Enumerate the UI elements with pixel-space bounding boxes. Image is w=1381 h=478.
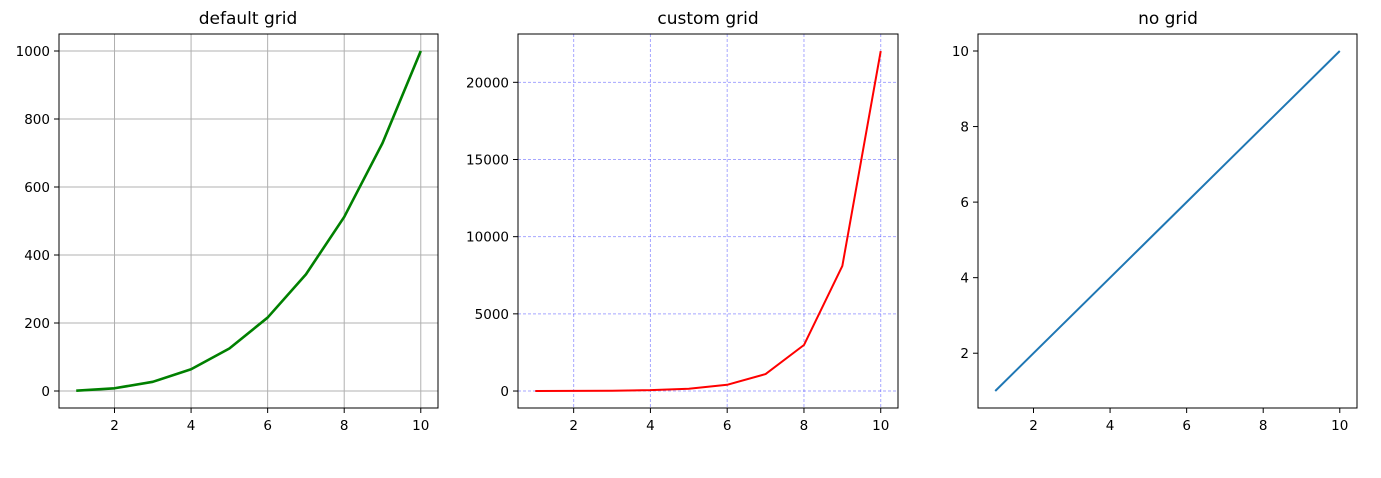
subplot-custom-grid: custom grid 2 4 6 8 10 0 5000 10000 15000 20000 <box>466 9 899 434</box>
x-tick-label: 4 <box>1106 418 1115 434</box>
x-tick-label: 6 <box>1182 418 1191 434</box>
x-tick-label: 6 <box>723 418 732 434</box>
x-tick-label: 6 <box>263 418 272 434</box>
y-tick-label: 0 <box>41 384 50 400</box>
chart-title-default-grid: default grid <box>199 9 298 29</box>
axes-frame-custom-grid <box>517 33 899 409</box>
y-tick-label: 4 <box>960 271 969 287</box>
subplot-no-grid: no grid 2 4 6 8 10 2 4 6 8 10 <box>952 9 1358 434</box>
x-tick-label: 10 <box>872 418 889 434</box>
series-line-no-grid <box>994 50 1341 392</box>
y-tick-label: 20000 <box>466 75 509 91</box>
chart-title-custom-grid: custom grid <box>657 9 758 29</box>
axes-frame-default-grid <box>58 33 439 409</box>
y-tick-label: 0 <box>500 384 509 400</box>
x-tick-label: 8 <box>1259 418 1268 434</box>
x-tick-label: 2 <box>1029 418 1038 434</box>
x-tick-label: 2 <box>569 418 578 434</box>
subplot-default-grid: default grid 2 4 6 8 10 0 200 400 600 800 1000 <box>16 9 439 434</box>
y-tick-label: 2 <box>960 346 969 362</box>
x-tick-label: 8 <box>340 418 349 434</box>
series-line-default-grid <box>76 50 422 392</box>
x-tick-label: 8 <box>800 418 809 434</box>
y-tick-label: 400 <box>24 248 50 264</box>
x-tick-label: 2 <box>110 418 119 434</box>
y-tick-label: 15000 <box>466 152 509 168</box>
y-tick-label: 200 <box>24 316 50 332</box>
y-tick-label: 600 <box>24 180 50 196</box>
x-tick-label: 10 <box>1331 418 1348 434</box>
y-tick-label: 1000 <box>16 44 50 60</box>
x-tick-label: 4 <box>187 418 196 434</box>
axes-frame-no-grid <box>977 33 1358 409</box>
x-tick-label: 4 <box>646 418 655 434</box>
y-tick-label: 6 <box>960 195 969 211</box>
y-tick-label: 8 <box>960 120 969 136</box>
y-tick-label: 10000 <box>466 230 509 246</box>
y-tick-label: 10 <box>952 44 969 60</box>
y-tick-label: 800 <box>24 112 50 128</box>
x-tick-label: 10 <box>412 418 429 434</box>
y-tick-label: 5000 <box>475 307 509 323</box>
series-line-custom-grid <box>535 50 882 392</box>
chart-title-no-grid: no grid <box>1138 9 1198 29</box>
